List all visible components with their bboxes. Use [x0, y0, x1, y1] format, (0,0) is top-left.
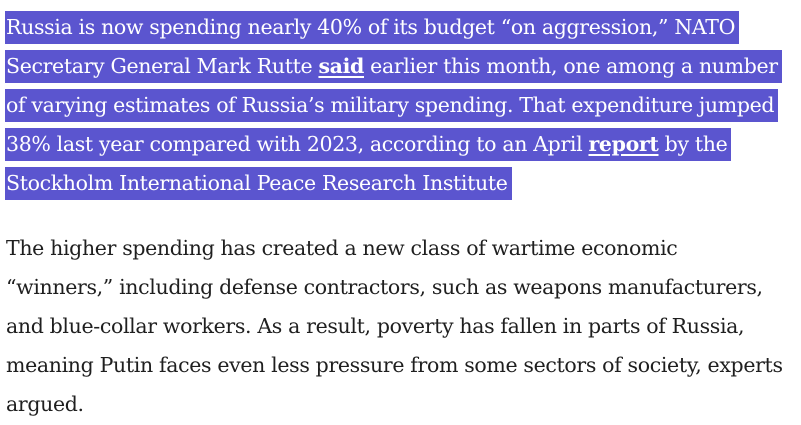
paragraph-line: of varying estimates of Russia’s militar… — [5, 86, 796, 125]
paragraph-line: 38% last year compared with 2023, accord… — [5, 125, 796, 164]
paragraph-line: “winners,” including defense contractors… — [6, 275, 763, 299]
selected-text[interactable]: 38% last year compared with 2023, accord… — [5, 128, 732, 161]
text-segment: 38% last year compared with 2023, accord… — [6, 132, 589, 156]
selected-text[interactable]: Russia is now spending nearly 40% of its… — [5, 11, 740, 44]
said-link[interactable]: said — [318, 54, 364, 78]
paragraph-line: argued. — [6, 392, 84, 416]
paragraph-line: Secretary General Mark Rutte said earlie… — [5, 47, 796, 86]
report-link[interactable]: report — [588, 132, 659, 156]
paragraph-line: Stockholm International Peace Research I… — [5, 164, 796, 203]
paragraph-line: The higher spending has created a new cl… — [6, 236, 678, 260]
paragraph-line: Russia is now spending nearly 40% of its… — [5, 8, 796, 47]
text-segment: by the — [658, 132, 728, 156]
paragraph-line: and blue-collar workers. As a result, po… — [6, 314, 745, 338]
selected-paragraph[interactable]: Russia is now spending nearly 40% of its… — [5, 8, 796, 203]
text-segment: Secretary General Mark Rutte — [6, 54, 319, 78]
body-paragraph: The higher spending has created a new cl… — [6, 229, 796, 424]
selected-text[interactable]: of varying estimates of Russia’s militar… — [5, 89, 779, 122]
selected-text[interactable]: Stockholm International Peace Research I… — [5, 167, 512, 200]
selected-text[interactable]: Secretary General Mark Rutte said earlie… — [5, 50, 782, 83]
text-segment: earlier this month, one among a number — [364, 54, 778, 78]
article-body: Russia is now spending nearly 40% of its… — [5, 8, 796, 424]
paragraph-line: meaning Putin faces even less pressure f… — [6, 353, 783, 377]
